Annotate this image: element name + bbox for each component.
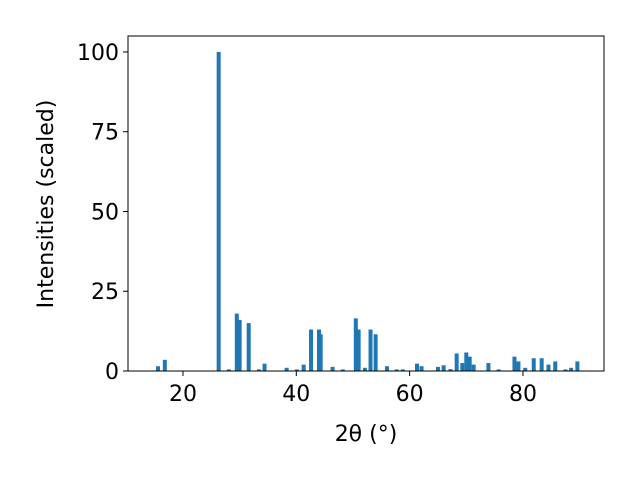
bar	[156, 366, 161, 371]
y-tick-label: 50	[91, 200, 119, 225]
bar	[309, 329, 314, 371]
bar	[415, 363, 419, 371]
y-tick-label: 75	[91, 121, 119, 146]
bar	[353, 318, 358, 371]
bar	[330, 366, 335, 371]
y-axis-label: Intensities (scaled)	[34, 100, 59, 309]
y-tick-label: 25	[91, 280, 119, 305]
bar	[246, 323, 251, 371]
bar	[454, 353, 459, 371]
bar	[226, 369, 231, 371]
bar	[256, 369, 261, 371]
bar	[512, 356, 517, 371]
bar	[262, 363, 267, 371]
bar	[162, 359, 167, 371]
bar	[467, 356, 472, 371]
bar	[523, 367, 528, 371]
bar	[216, 51, 221, 371]
bar	[516, 361, 521, 371]
bar	[496, 369, 501, 371]
bar	[553, 361, 558, 371]
bar	[356, 329, 361, 371]
x-tick-label: 40	[282, 382, 310, 407]
bar	[294, 369, 299, 371]
bar	[539, 358, 544, 371]
bar	[448, 369, 453, 371]
bar	[340, 369, 345, 371]
plot-frame	[127, 35, 605, 372]
bar	[284, 367, 289, 371]
bar	[301, 364, 306, 371]
bar	[563, 369, 568, 371]
y-tick-label: 0	[105, 360, 119, 385]
bar	[569, 367, 574, 371]
bar	[471, 364, 476, 371]
bar	[237, 319, 242, 371]
x-tick-label: 60	[396, 382, 424, 407]
bar	[394, 369, 399, 371]
x-tick-label: 80	[509, 382, 537, 407]
bar	[384, 366, 389, 371]
bar	[362, 367, 367, 371]
bar	[575, 361, 580, 371]
bar	[318, 334, 323, 371]
bar	[546, 364, 551, 371]
x-axis-label: 2θ (°)	[335, 422, 398, 447]
bar	[400, 369, 405, 371]
bar	[460, 363, 465, 371]
bar	[441, 365, 446, 371]
bar	[531, 358, 536, 371]
bar	[464, 352, 469, 371]
y-tick-label: 100	[77, 41, 119, 66]
bar	[368, 329, 373, 371]
bar	[486, 363, 491, 371]
bar	[373, 334, 378, 371]
bar	[234, 313, 239, 371]
x-tick-label: 20	[169, 382, 197, 407]
bar	[419, 366, 424, 371]
bar	[435, 366, 440, 371]
